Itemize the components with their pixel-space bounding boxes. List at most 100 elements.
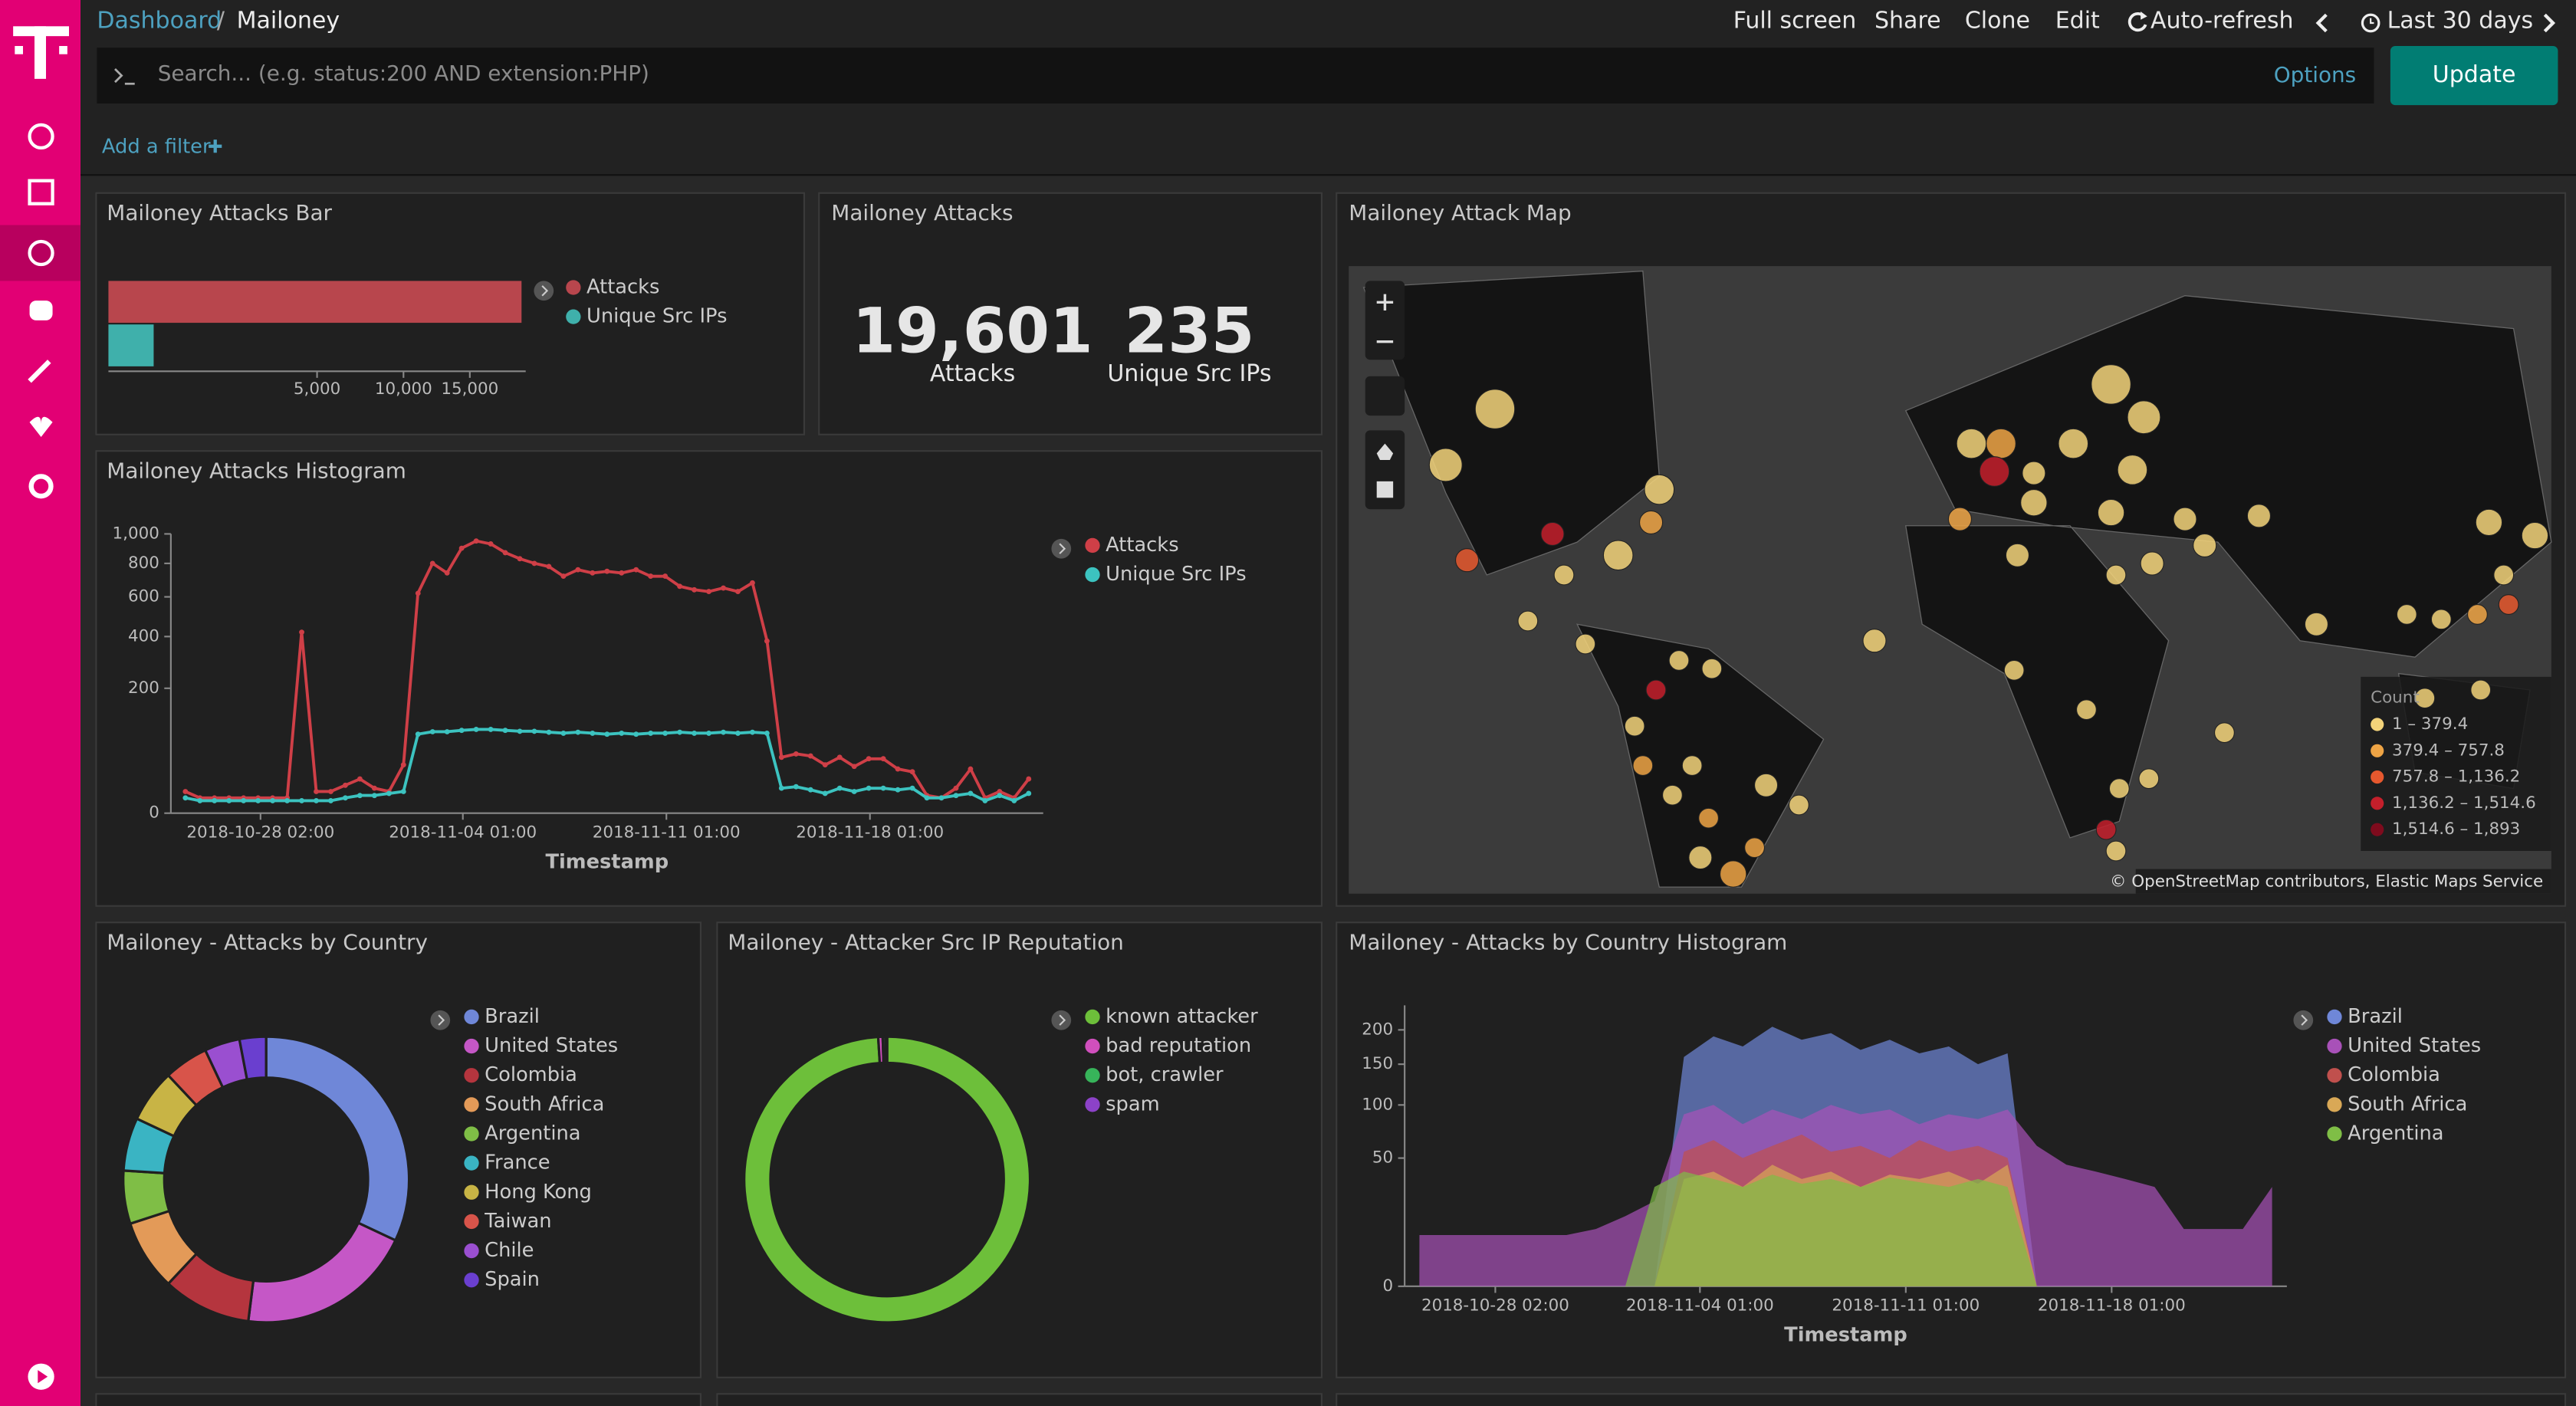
map-point [1979,456,2010,487]
legend-toggle-icon [438,1014,445,1026]
query-input[interactable]: Search... (e.g. status:200 AND extension… [157,62,649,87]
next-button[interactable] [2543,13,2556,33]
legend-toggle[interactable] [1051,1010,1072,1030]
map-point [2005,543,2029,567]
legend-toggle[interactable] [534,281,554,301]
legend-label: Hong Kong [485,1181,592,1204]
zoom-control[interactable] [1365,281,1405,360]
map-point [2105,840,2127,862]
map-point [2304,612,2328,636]
x-tick-label: 2018-10-28 02:00 [1421,1296,1569,1316]
add-filter-icon [209,140,222,153]
map-point [1644,474,1675,505]
map-point [1474,389,1516,429]
point [590,730,596,736]
menu-item[interactable]: Auto-refresh [2150,8,2294,34]
options-button[interactable]: Options [2273,64,2357,89]
point [793,751,799,757]
point [488,726,494,732]
map-point [2097,498,2125,527]
add-filter[interactable]: Add a filter [101,134,211,158]
icon-management[interactable] [28,474,54,499]
map-point [2430,609,2452,630]
point [778,754,784,760]
metric-value: 19,601 [853,295,1093,368]
query-bar[interactable] [97,48,2374,104]
legend-dot [1085,537,1100,554]
point [938,795,945,801]
map-legend [2361,676,2551,851]
point [851,764,857,770]
slice [264,1035,411,1243]
point [560,730,567,736]
point [662,730,669,736]
legend-dot [464,1009,479,1025]
menu-item[interactable]: Last 30 days [2387,8,2534,34]
fit-control[interactable] [1365,376,1405,416]
point [764,638,770,644]
legend-toggle[interactable] [430,1010,451,1030]
x-tick-label: 2018-11-18 01:00 [2038,1296,2186,1316]
legend-dot [464,1214,479,1230]
panel-title: Mailoney - Attacks by Country Histogram [1349,931,1788,957]
update-button[interactable]: Update [2390,46,2558,106]
point [866,785,872,791]
legend-toggle[interactable] [1051,538,1072,559]
point [953,793,959,799]
legend-dot [464,1243,479,1259]
legend-label: Spain [485,1268,540,1291]
menu-item[interactable]: Full screen [1733,8,1857,34]
point [764,730,770,736]
legend-dot [464,1155,479,1171]
x-tick-label: 2018-10-28 02:00 [186,823,334,842]
legend-dot [2327,1038,2342,1054]
y-tick-label: 200 [128,678,159,698]
legend-label: bad reputation [1106,1034,1251,1057]
map-point [2173,507,2197,531]
point [721,585,726,591]
point [546,729,552,735]
legend-label: Colombia [485,1063,577,1086]
legend-label: United States [2348,1034,2481,1057]
icon-timelion[interactable] [29,301,53,320]
map-point [2117,455,2148,485]
draw-control[interactable] [1365,430,1405,510]
point [924,795,930,801]
icon-visualize[interactable] [28,179,54,205]
map-point [1720,860,1747,888]
point [778,785,784,791]
x-axis-title: Timestamp [1784,1324,1907,1347]
map-point [1986,428,2016,459]
point [648,573,654,580]
menu-item[interactable]: Share [1875,8,1941,34]
icon-monitoring[interactable] [29,416,53,437]
y-tick-label: 100 [1362,1095,1393,1114]
breadcrumb-link[interactable]: Dashboard [97,8,222,34]
point [735,589,741,594]
map-point [1632,755,1654,776]
legend-label: United States [485,1034,618,1057]
menu-item[interactable]: Edit [2055,8,2100,34]
prev-button[interactable] [2315,13,2328,33]
y-tick-label: 1,000 [113,524,159,543]
icon-discover[interactable] [28,123,54,149]
point [807,753,813,759]
legend-toggle[interactable] [2293,1010,2314,1030]
x-tick-label: 15,000 [441,379,498,399]
legend-label: France [485,1151,550,1174]
map-point [1956,428,1987,459]
icon-dashboard[interactable] [28,239,54,267]
map-point [1701,658,1723,679]
icon-devtools[interactable] [28,360,51,383]
menu-item[interactable]: Clone [1964,8,2030,34]
x-axis-title: Timestamp [545,851,669,874]
point [299,629,304,636]
point [517,556,523,562]
point [807,787,813,793]
legend-label: Attacks [1106,534,1178,557]
point [793,783,799,790]
point [429,729,435,734]
point [895,787,901,793]
point [444,729,450,734]
